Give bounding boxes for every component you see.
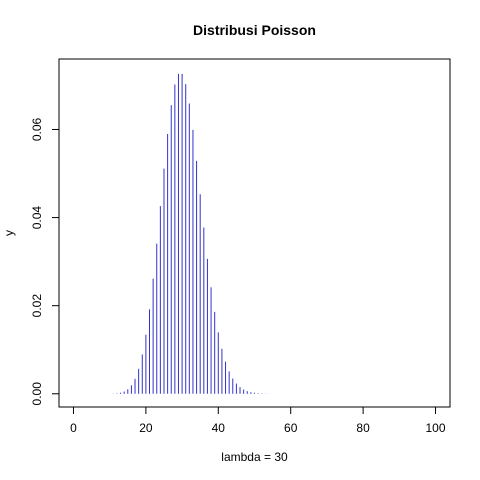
bar-series [87, 73, 317, 394]
y-tick-label: 0.00 [30, 382, 44, 406]
x-tick-label: 100 [426, 421, 446, 435]
y-tick-label: 0.02 [30, 294, 44, 318]
y-axis-label: y [2, 230, 16, 236]
plot-frame [58, 58, 451, 408]
x-axis: 0 20 40 60 80 100 [70, 406, 446, 435]
y-tick-label: 0.04 [30, 206, 44, 230]
x-tick-label: 0 [70, 421, 77, 435]
x-tick-label: 80 [356, 421, 370, 435]
chart-title: Distribusi Poisson [193, 22, 316, 38]
x-tick-label: 40 [212, 421, 226, 435]
x-tick-label: 60 [284, 421, 298, 435]
y-tick-label: 0.06 [30, 117, 44, 141]
x-tick-label: 20 [139, 421, 153, 435]
x-axis-label: lambda = 30 [221, 450, 288, 464]
y-axis: 0.00 0.02 0.04 0.06 [30, 117, 60, 406]
